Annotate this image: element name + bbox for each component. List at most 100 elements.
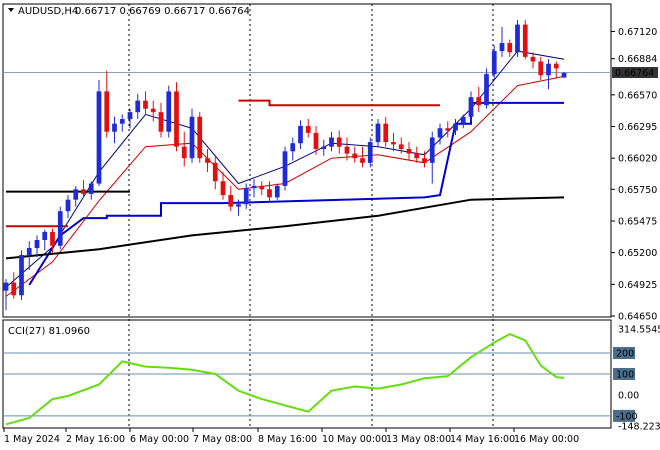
symbol-label: AUDUSD,H4: [18, 6, 78, 17]
bear-candle: [344, 146, 350, 154]
price-panel-frame: [2, 3, 612, 318]
bull-candle: [468, 97, 474, 117]
bear-candle: [360, 158, 365, 163]
bear-candle: [104, 91, 110, 132]
dropdown-arrow-icon[interactable]: [8, 8, 14, 12]
bear-candle: [522, 24, 528, 57]
bear-candle: [445, 128, 451, 131]
bear-candle: [158, 112, 164, 132]
bull-candle: [546, 63, 551, 76]
bull-candle: [96, 91, 102, 184]
bear-candle: [313, 132, 319, 149]
bear-candle: [205, 158, 210, 163]
bull-candle: [236, 204, 241, 207]
cci-tick-label: 0.00: [618, 390, 639, 401]
cci-line: [5, 332, 565, 426]
bull-candle: [491, 51, 497, 75]
cci-axis: 314.5545 200 100 0.00 -100-148.2232: [613, 325, 660, 433]
bear-candle: [476, 97, 482, 106]
bull-candle: [274, 185, 280, 198]
bull-candle: [484, 74, 489, 106]
bear-candle: [174, 91, 179, 147]
cci-tick-label: -100: [616, 411, 638, 422]
bear-candle: [553, 63, 559, 69]
bear-candle: [391, 142, 396, 145]
time-tick-label: 2 May 16:00: [66, 434, 125, 445]
cci-tick-label: 200: [616, 349, 634, 360]
price-tick-label: 0.64925: [618, 280, 657, 291]
bear-candle: [181, 146, 187, 159]
time-tick-label: 10 May 00:00: [322, 434, 387, 445]
bull-candle: [251, 185, 257, 189]
bull-candle: [499, 43, 505, 52]
current-price-value: 0.66764: [615, 68, 654, 79]
bull-candle: [19, 254, 24, 296]
cci-level-lines: [3, 352, 611, 417]
bull-candle: [189, 116, 195, 159]
bull-candle: [34, 239, 40, 249]
bull-candle: [243, 188, 249, 205]
price-axis: 0.67120 0.66884 0.66570 0.66295 0.66020 0.657…: [611, 27, 657, 323]
bear-candle: [383, 123, 389, 143]
bear-candle: [50, 231, 55, 246]
resistance-line: [238, 99, 440, 107]
bear-candle: [538, 61, 544, 76]
cci-level-badge: [613, 367, 635, 380]
bull-candle: [367, 142, 373, 163]
supertrend-line: [28, 101, 564, 286]
time-tick-label: 7 May 08:00: [193, 434, 252, 445]
bull-candle: [282, 151, 288, 186]
time-tick-label: 13 May 08:00: [386, 434, 451, 445]
bull-candle: [453, 123, 458, 131]
price-tick-label: 0.64650: [618, 312, 657, 323]
bull-candle: [561, 72, 567, 78]
bull-candle: [119, 119, 125, 124]
bull-candle: [42, 231, 48, 240]
bull-candle: [321, 146, 327, 149]
bull-candle: [73, 189, 79, 200]
current-price-badge: [612, 67, 658, 79]
time-axis: 1 May 2024 2 May 16:00 6 May 00:00 7 May 08…: [3, 428, 579, 445]
bear-candle: [212, 162, 218, 182]
time-tick-label: 14 May 16:00: [450, 434, 515, 445]
cci-label: CCI(27) 81.0960: [8, 326, 90, 337]
bull-candle: [460, 116, 466, 124]
price-tick-label: 0.65475: [618, 216, 657, 227]
bull-candle: [26, 248, 32, 255]
bull-candle: [127, 112, 133, 120]
bull-candle: [437, 128, 443, 138]
bear-candle: [150, 108, 156, 113]
bull-candle: [135, 100, 141, 113]
bear-candle: [267, 189, 272, 198]
bear-candle: [305, 125, 311, 133]
cci-level-badge: [613, 347, 635, 360]
bear-candle: [197, 116, 203, 159]
bear-candle: [398, 144, 404, 149]
time-tick-label: 1 May 2024: [4, 434, 60, 445]
price-tick-label: 0.67120: [618, 27, 657, 38]
bull-candle: [3, 282, 9, 291]
bull-candle: [57, 211, 63, 246]
cci-level-badge: [613, 409, 635, 422]
bear-candle: [143, 100, 148, 109]
price-tick-label: 0.66295: [618, 122, 657, 133]
bear-candle: [530, 56, 536, 62]
bull-candle: [290, 143, 296, 152]
bull-candle: [375, 123, 381, 143]
bear-candle: [352, 153, 358, 159]
bull-candle: [329, 137, 334, 147]
long-ma-line: [5, 196, 565, 260]
bear-candle: [220, 181, 226, 196]
cci-tick-label: 100: [616, 369, 634, 380]
bull-candle: [298, 125, 303, 144]
price-tick-label: 0.66020: [618, 154, 657, 165]
price-tick-label: 0.65200: [618, 248, 657, 259]
bear-candle: [406, 148, 412, 154]
price-tick-label: 0.66570: [618, 90, 657, 101]
time-tick-label: 6 May 00:00: [130, 434, 189, 445]
bull-candle: [65, 199, 71, 212]
bull-candle: [166, 91, 172, 132]
bear-candle: [422, 158, 427, 163]
bear-candle: [11, 282, 17, 296]
